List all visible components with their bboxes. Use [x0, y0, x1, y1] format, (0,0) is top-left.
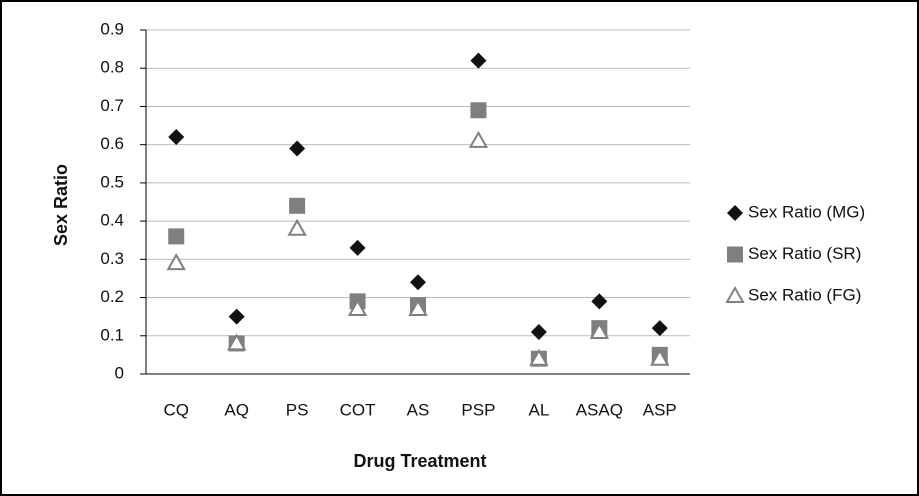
data-point	[168, 129, 185, 146]
data-point	[468, 130, 489, 148]
x-tick-label: PSP	[461, 400, 495, 419]
data-point	[347, 299, 368, 317]
data-point	[289, 140, 306, 157]
data-point	[529, 348, 549, 366]
legend-label: Sex Ratio (MG)	[748, 202, 865, 221]
y-tick-label: 0.1	[100, 325, 124, 344]
data-point	[470, 52, 487, 69]
data-point	[470, 102, 487, 119]
data-point	[349, 239, 366, 256]
y-tick-label: 0.6	[100, 134, 124, 153]
y-tick-label: 0.7	[100, 96, 124, 115]
y-tick-label: 0.3	[100, 249, 124, 268]
legend-marker	[725, 285, 745, 303]
y-tick-label: 0.5	[100, 172, 124, 191]
x-tick-label: CQ	[163, 400, 189, 419]
data-point	[650, 348, 670, 366]
data-point	[591, 293, 608, 310]
x-tick-label: AL	[528, 400, 549, 419]
x-tick-label: ASP	[643, 400, 677, 419]
x-tick-label: COT	[340, 400, 376, 419]
y-tick-label: 0.8	[100, 58, 124, 77]
legend-label: Sex Ratio (FG)	[748, 285, 861, 304]
y-tick-label: 0.9	[100, 19, 124, 38]
x-axis-title: Drug Treatment	[353, 451, 486, 471]
data-point	[589, 321, 610, 339]
legend-marker	[727, 205, 743, 221]
data-point	[289, 197, 306, 214]
y-axis-title: Sex Ratio	[51, 164, 71, 246]
data-point	[408, 299, 428, 317]
data-point	[651, 320, 668, 337]
x-tick-label: PS	[286, 400, 309, 419]
data-point	[226, 333, 247, 351]
legend-marker	[727, 246, 743, 263]
data-point	[530, 323, 547, 340]
x-tick-label: AS	[407, 400, 430, 419]
data-point	[228, 308, 245, 325]
x-tick-label: AQ	[224, 400, 249, 419]
data-point	[410, 274, 426, 291]
data-point	[287, 218, 307, 236]
y-tick-label: 0.2	[100, 287, 124, 306]
data-point	[168, 228, 185, 245]
y-tick-label: 0.4	[100, 211, 124, 230]
y-tick-label: 0	[115, 363, 124, 382]
data-point	[166, 253, 186, 271]
legend-label: Sex Ratio (SR)	[748, 244, 861, 263]
x-tick-label: ASAQ	[576, 400, 623, 419]
